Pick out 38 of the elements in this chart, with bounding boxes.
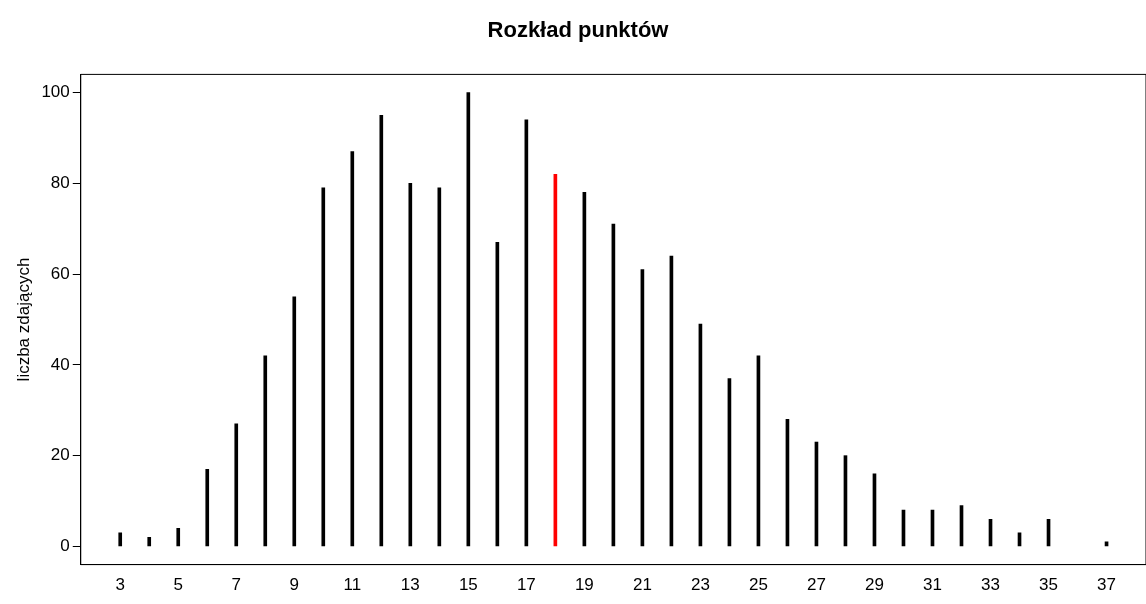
y-tick-label: 40 (50, 354, 70, 374)
bar (263, 355, 268, 547)
x-tick-label: 25 (748, 575, 768, 595)
x-tick-label: 31 (923, 575, 942, 595)
x-tick-label: 35 (1039, 575, 1058, 595)
x-tick-label: 21 (632, 575, 652, 595)
bar (234, 423, 239, 547)
y-axis-title: liczba zdających (13, 257, 33, 382)
x-tick-label: 3 (115, 575, 125, 595)
x-tick-label: 5 (173, 575, 183, 595)
x-tick-label: 19 (574, 575, 594, 595)
bar (408, 183, 413, 547)
y-tick-label: 0 (60, 536, 70, 556)
x-tick-label: 29 (865, 575, 884, 595)
bar (379, 114, 384, 547)
x-tick-label: 13 (400, 575, 420, 595)
y-tick-label: 80 (50, 173, 70, 193)
bar (118, 532, 123, 547)
x-tick-label: 9 (289, 575, 300, 595)
x-tick-label: 27 (806, 575, 826, 595)
x-tick-label: 11 (343, 575, 362, 595)
y-tick-label: 60 (50, 263, 70, 283)
bar (292, 296, 297, 547)
x-tick-label: 37 (1097, 575, 1117, 595)
chart-title: Rozkład punktów (487, 17, 670, 43)
y-tick-label: 100 (41, 82, 70, 102)
bar (437, 187, 442, 547)
bar (176, 527, 181, 547)
bar (205, 468, 210, 547)
x-tick-label: 23 (690, 575, 710, 595)
bar (147, 537, 152, 547)
y-tick-label: 20 (50, 445, 70, 465)
bar (350, 151, 355, 547)
bar (321, 187, 326, 547)
x-tick-label: 7 (231, 575, 241, 595)
x-tick-label: 17 (516, 575, 536, 595)
x-tick-label: 15 (458, 575, 478, 595)
x-tick-label: 33 (981, 575, 1000, 595)
